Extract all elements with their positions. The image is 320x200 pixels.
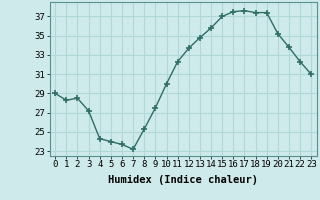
X-axis label: Humidex (Indice chaleur): Humidex (Indice chaleur): [108, 175, 258, 185]
